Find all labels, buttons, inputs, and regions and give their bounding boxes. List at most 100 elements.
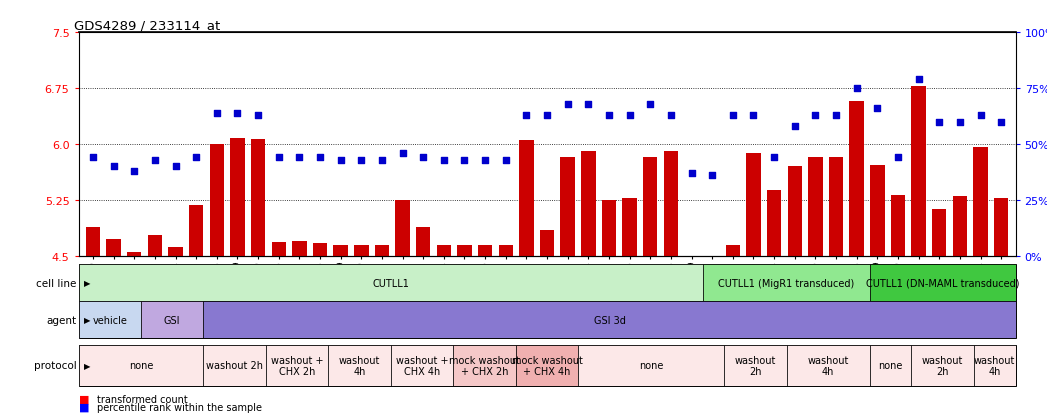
Text: none: none: [639, 361, 664, 370]
Text: washout
2h: washout 2h: [922, 355, 963, 376]
Text: cell line: cell line: [36, 278, 76, 288]
Bar: [203, 301, 1016, 339]
Bar: [79, 301, 141, 339]
Point: [683, 170, 699, 177]
Bar: [912, 345, 974, 386]
Text: CUTLL1 (MigR1 transduced): CUTLL1 (MigR1 transduced): [718, 278, 854, 288]
Bar: [141, 301, 203, 339]
Bar: [664, 152, 678, 256]
Bar: [203, 345, 266, 386]
Text: ■: ■: [79, 394, 89, 404]
Bar: [313, 243, 328, 256]
Point: [725, 112, 741, 119]
Bar: [292, 241, 307, 256]
Bar: [747, 154, 761, 256]
Bar: [354, 245, 369, 256]
Bar: [870, 264, 1016, 301]
Point: [229, 110, 246, 116]
Bar: [516, 345, 578, 386]
Bar: [477, 245, 492, 256]
Bar: [787, 167, 802, 256]
Bar: [870, 345, 912, 386]
Bar: [86, 228, 101, 256]
Bar: [932, 210, 946, 256]
Bar: [107, 240, 120, 256]
Text: percentile rank within the sample: percentile rank within the sample: [97, 402, 263, 412]
Bar: [148, 235, 162, 256]
Text: washout
4h: washout 4h: [339, 355, 380, 376]
Bar: [266, 345, 329, 386]
Text: washout
4h: washout 4h: [974, 355, 1016, 376]
Point: [538, 112, 555, 119]
Point: [270, 154, 287, 161]
Point: [312, 154, 329, 161]
Point: [187, 154, 204, 161]
Bar: [519, 141, 534, 256]
Bar: [453, 345, 516, 386]
Bar: [891, 195, 906, 256]
Point: [663, 112, 680, 119]
Bar: [725, 345, 786, 386]
Text: none: none: [878, 361, 903, 370]
Bar: [333, 245, 348, 256]
Bar: [581, 152, 596, 256]
Bar: [786, 345, 870, 386]
Point: [890, 154, 907, 161]
Point: [250, 112, 267, 119]
Bar: [391, 345, 453, 386]
Point: [168, 164, 184, 170]
Point: [395, 150, 411, 157]
Bar: [953, 197, 967, 256]
Bar: [726, 245, 740, 256]
Point: [374, 157, 391, 164]
Text: agent: agent: [46, 315, 76, 325]
Bar: [251, 140, 265, 256]
Bar: [188, 206, 203, 256]
Bar: [829, 158, 843, 256]
Text: CUTLL1 (DN-MAML transduced): CUTLL1 (DN-MAML transduced): [866, 278, 1020, 288]
Text: ▶: ▶: [84, 278, 90, 287]
Point: [642, 101, 659, 108]
Text: mock washout
+ CHX 4h: mock washout + CHX 4h: [512, 355, 582, 376]
Text: ■: ■: [79, 402, 89, 412]
Text: washout
4h: washout 4h: [807, 355, 849, 376]
Text: washout
2h: washout 2h: [735, 355, 776, 376]
Point: [291, 154, 308, 161]
Point: [208, 110, 225, 116]
Point: [106, 164, 122, 170]
Bar: [849, 102, 864, 256]
Point: [786, 123, 803, 130]
Bar: [230, 139, 245, 256]
Text: none: none: [129, 361, 153, 370]
Bar: [685, 256, 698, 261]
Text: CUTLL1: CUTLL1: [373, 278, 409, 288]
Text: GSI: GSI: [164, 315, 180, 325]
Bar: [974, 345, 1016, 386]
Text: ▶: ▶: [84, 316, 90, 325]
Bar: [169, 247, 183, 256]
Bar: [643, 158, 658, 256]
Point: [869, 106, 886, 112]
Point: [765, 154, 782, 161]
Bar: [329, 345, 391, 386]
Text: transformed count: transformed count: [97, 394, 188, 404]
Point: [415, 154, 431, 161]
Bar: [911, 87, 926, 256]
Point: [993, 119, 1009, 126]
Point: [497, 157, 514, 164]
Bar: [808, 158, 823, 256]
Point: [580, 101, 597, 108]
Bar: [974, 147, 987, 256]
Text: GDS4289 / 233114_at: GDS4289 / 233114_at: [74, 19, 220, 32]
Bar: [79, 264, 704, 301]
Text: washout +
CHX 2h: washout + CHX 2h: [271, 355, 324, 376]
Point: [353, 157, 370, 164]
Point: [85, 154, 102, 161]
Text: washout +
CHX 4h: washout + CHX 4h: [396, 355, 448, 376]
Text: GSI 3d: GSI 3d: [594, 315, 625, 325]
Point: [910, 76, 927, 83]
Point: [827, 112, 844, 119]
Point: [745, 112, 762, 119]
Bar: [578, 345, 725, 386]
Bar: [209, 145, 224, 256]
